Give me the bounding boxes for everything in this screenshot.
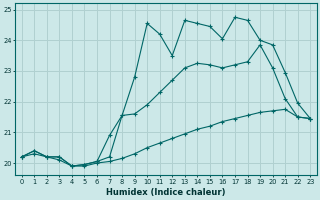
- X-axis label: Humidex (Indice chaleur): Humidex (Indice chaleur): [106, 188, 226, 197]
